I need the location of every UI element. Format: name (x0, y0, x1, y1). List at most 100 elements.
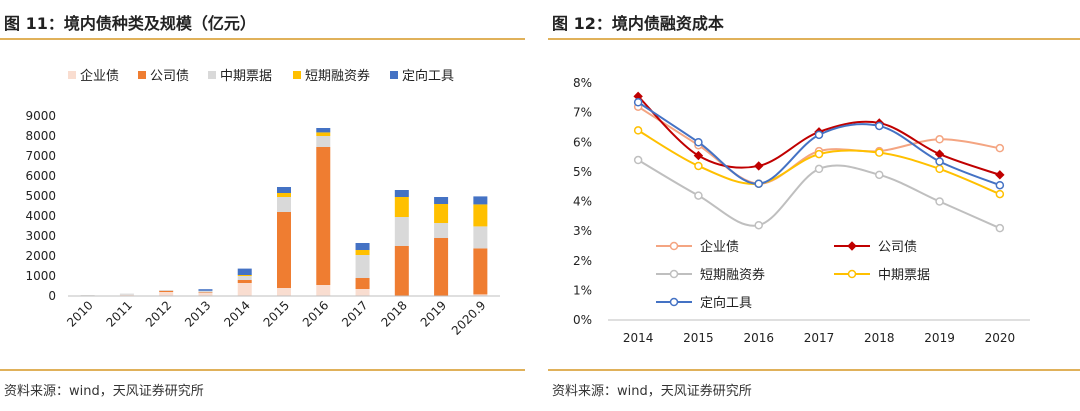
bar-y-tick-label: 1000 (25, 269, 56, 283)
bar-segment (355, 255, 370, 278)
line-point (995, 180, 1005, 190)
bar-segment (355, 278, 370, 289)
bar-y-tick-label: 8000 (25, 129, 56, 143)
bar-segment (434, 204, 449, 223)
line-legend-label: 短期融资券 (700, 267, 765, 283)
bar-legend-swatch (68, 71, 76, 79)
line-point (847, 241, 857, 251)
bar-y-tick-label: 9000 (25, 109, 56, 123)
bar-segment (198, 293, 213, 296)
line-point (935, 157, 944, 166)
bar-segment (473, 248, 488, 295)
bar-x-axis: 2010 2011 2012 2013 2014 2015 2016 2017 2018 2019… (64, 298, 488, 338)
line-point (754, 161, 764, 171)
line-point (875, 170, 884, 180)
bar-legend-item: 公司债 (138, 69, 189, 84)
bar-legend-item: 企业债 (68, 68, 119, 84)
bar-segment (119, 294, 134, 296)
line-point (995, 170, 1005, 180)
bar-chart: 企业债 公司债 中期票据 短期融资券 定向工具 0 1000 2000 3000 4000 5000… (25, 68, 500, 338)
line-point (633, 155, 643, 165)
bar-segment (394, 197, 409, 217)
line-point (935, 164, 944, 174)
bar-segment (277, 288, 291, 296)
bar-legend-swatch (293, 71, 301, 79)
bar-segment (316, 132, 331, 136)
line-series (633, 155, 1005, 233)
bar-segment (434, 223, 449, 238)
bar-segment (473, 196, 488, 205)
bar-segment (277, 193, 291, 197)
line-point (935, 197, 944, 206)
bar-segment (277, 187, 291, 193)
bar-legend: 企业债 公司债 中期票据 短期融资券 定向工具 (68, 68, 454, 84)
line-point (633, 126, 643, 135)
bar-y-tick-label: 3000 (25, 229, 56, 243)
bar-legend-label: 企业债 (80, 68, 119, 84)
line-point (694, 138, 703, 147)
bar-segment (355, 250, 370, 255)
bar-segment (434, 197, 449, 204)
line-legend-item: 短期融资券 (656, 267, 765, 283)
line-x-tick-label: 2017 (804, 331, 835, 345)
line-legend-label: 中期票据 (878, 268, 930, 283)
line-y-tick-label: 4% (573, 195, 592, 209)
bar-legend-swatch (390, 71, 398, 79)
line-point (694, 191, 703, 200)
bar-segment (316, 285, 331, 296)
line-y-tick-label: 8% (573, 76, 592, 90)
bar-segment (316, 128, 331, 133)
line-legend-item: 中期票据 (834, 268, 930, 283)
bar-segment (473, 226, 488, 249)
left-source-note: 资料来源：wind，天风证券研究所 (4, 384, 204, 399)
bar-legend-label: 定向工具 (402, 68, 454, 84)
bar-legend-swatch (208, 71, 216, 79)
bar-legend-label: 公司债 (150, 69, 189, 84)
line-legend-label: 公司债 (878, 240, 917, 255)
line-x-tick-label: 2016 (743, 331, 774, 345)
line-x-tick-label: 2015 (683, 331, 714, 345)
bar-x-tick-label: 2017 (339, 298, 370, 329)
bar-legend-item: 中期票据 (208, 69, 272, 84)
line-point (754, 220, 763, 230)
bar-segment (355, 243, 370, 250)
left-figure-panel: 图 11：境内债种类及规模（亿元） 企业债 公司债 中期票据 短期融资券 定向工具 0 10… (0, 0, 525, 411)
line-point (847, 269, 857, 279)
line-y-tick-label: 3% (573, 224, 592, 238)
line-x-axis: 2014 2015 2016 2017 2018 2019 2020 (623, 331, 1015, 345)
bar-legend-label: 中期票据 (220, 69, 272, 84)
line-series (633, 102, 1005, 188)
bar-segment (198, 290, 213, 293)
bar-segment (159, 292, 174, 296)
bar-segment (237, 268, 252, 275)
line-legend-label: 企业债 (700, 239, 739, 255)
line-point (669, 269, 679, 279)
line-y-tick-label: 5% (573, 165, 592, 179)
bar-segment (394, 190, 409, 197)
bar-x-tick-label: 2019 (418, 298, 449, 329)
bar-segment (277, 197, 291, 212)
line-y-tick-label: 1% (573, 283, 592, 297)
bar-x-tick-label: 2016 (300, 298, 331, 329)
line-point (693, 150, 704, 161)
line-point (633, 98, 643, 107)
bar-y-tick-label: 2000 (25, 249, 56, 263)
bar-legend-swatch (138, 71, 146, 79)
line-point (814, 149, 824, 159)
bar-segment (237, 276, 252, 280)
right-source-note: 资料来源：wind，天风证券研究所 (552, 384, 752, 399)
bar-segment (119, 293, 134, 295)
line-point (694, 161, 703, 171)
line-chart: 0%1%2%3%4%5%6%7%8%2014 2015 2016 2017 2018 20… (573, 76, 1030, 345)
line-point (669, 241, 679, 251)
bar-segment (277, 212, 291, 288)
bar-legend-item: 定向工具 (390, 68, 454, 84)
line-x-tick-label: 2018 (864, 331, 895, 345)
line-point (814, 130, 824, 140)
line-series-group (633, 91, 1005, 233)
line-x-tick-label: 2020 (985, 331, 1016, 345)
line-point (669, 297, 679, 307)
line-point (754, 179, 763, 188)
bar-segment (355, 289, 370, 296)
